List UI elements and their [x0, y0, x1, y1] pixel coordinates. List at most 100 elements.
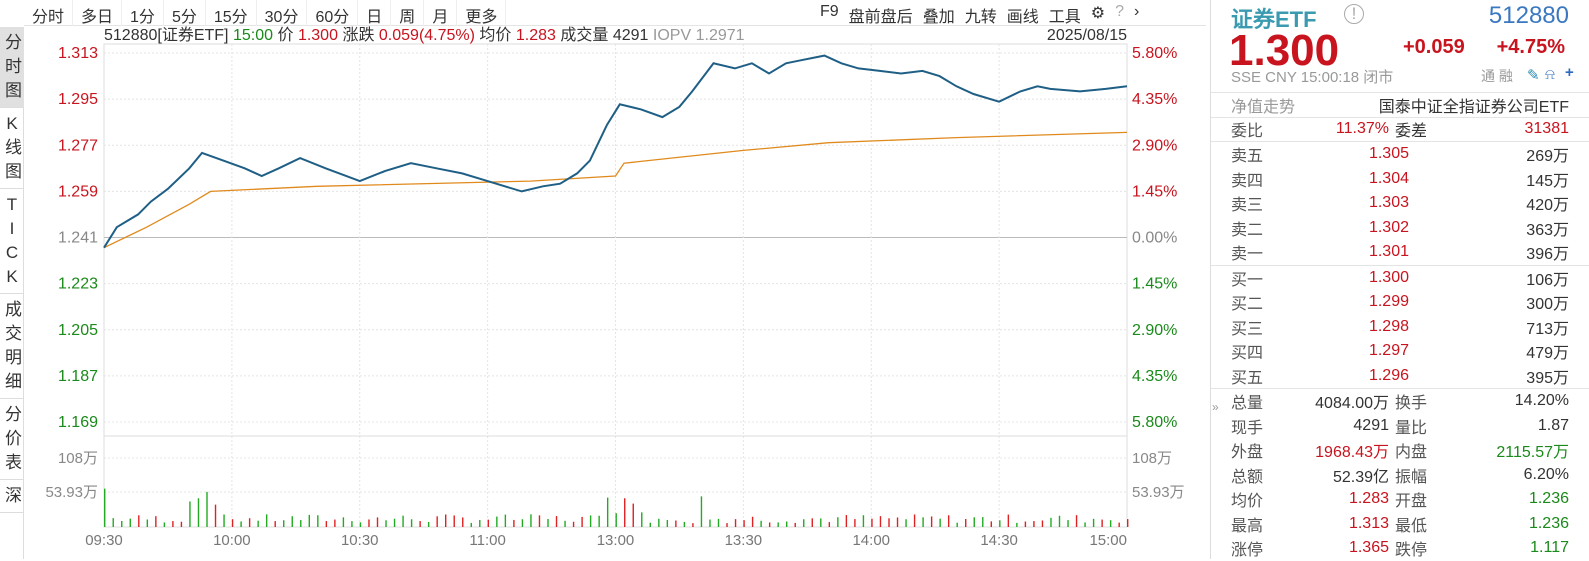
wb-label: 委比	[1231, 123, 1264, 141]
pct-tick: 1.45%	[1132, 183, 1177, 200]
tab-5[interactable]: 30分	[257, 0, 308, 26]
tool-3[interactable]: 九转	[964, 9, 997, 26]
level-volume: 269万	[1526, 148, 1569, 166]
book-row: 买五 1.296 395万	[1211, 364, 1589, 389]
stat-value: 1.365	[1348, 539, 1389, 557]
stat-value: 1.236	[1528, 490, 1569, 508]
help-icon[interactable]: ?	[1115, 3, 1124, 20]
tab-9[interactable]: 月	[424, 0, 458, 26]
tab-1[interactable]: 多日	[73, 0, 123, 26]
volume-bar	[947, 515, 950, 527]
volume-bar	[555, 516, 558, 527]
bell-icon[interactable]: ⍾	[1545, 66, 1555, 83]
level-volume: 396万	[1526, 246, 1569, 264]
stat-label: 内盘	[1395, 444, 1428, 462]
level-label: 买四	[1231, 345, 1264, 363]
side-tab-label: K线图	[5, 114, 22, 181]
side-tab-5[interactable]: 深	[0, 480, 24, 513]
volume-bar	[666, 519, 669, 527]
pct-tick: 5.80%	[1132, 414, 1177, 431]
tab-4[interactable]: 15分	[206, 0, 257, 26]
tab-3[interactable]: 5分	[164, 0, 206, 26]
pct-tick: 4.35%	[1132, 368, 1177, 385]
volume-bar	[1092, 518, 1095, 527]
tab-6[interactable]: 60分	[307, 0, 359, 26]
stat-label: 量比	[1395, 419, 1428, 437]
tool-5[interactable]: 工具	[1048, 9, 1081, 26]
tab-8[interactable]: 周	[391, 0, 425, 26]
volume-bar	[393, 518, 396, 527]
stat-row: 总量 4084.00万 换手 14.20%	[1211, 389, 1589, 414]
tool-2[interactable]: 叠加	[922, 9, 955, 26]
add-icon[interactable]: +	[1565, 64, 1574, 81]
wb: 11.37%	[1335, 120, 1389, 138]
volume-bar	[888, 518, 890, 527]
pct-tick: 4.35%	[1132, 91, 1177, 108]
order-ratio-row: 委比 11.37% 委差 31381	[1211, 116, 1589, 142]
tab-0[interactable]: 分时	[24, 0, 74, 26]
wc: 31381	[1524, 120, 1570, 138]
stat-label: 换手	[1395, 395, 1428, 413]
volume-bar	[828, 522, 831, 527]
side-tab-3[interactable]: 成交明细	[0, 294, 24, 399]
stat-row: 外盘 1968.43万 内盘 2115.57万	[1211, 438, 1589, 463]
stat-label: 开盘	[1395, 493, 1428, 511]
edit-icon[interactable]: ✎	[1527, 67, 1540, 84]
stat-value: 2115.57万	[1496, 444, 1569, 462]
y-tick: 1.277	[58, 137, 98, 154]
tab-7[interactable]: 日	[358, 0, 392, 26]
market-meta: SSE CNY 15:00:18 闭市	[1231, 69, 1394, 86]
intraday-chart[interactable]: 1.313 5.80% 1.295 4.35% 1.277 2.90% 1.259 1.45%…	[0, 0, 1210, 559]
side-tab-1[interactable]: K线图	[0, 108, 24, 189]
level-price: 1.297	[1368, 342, 1409, 360]
volume-bar	[871, 518, 873, 527]
pct-tick: 0.00%	[1132, 230, 1177, 247]
volume-bar	[453, 515, 455, 527]
side-tab-0[interactable]: 分时图	[0, 27, 24, 108]
chevron-right-icon[interactable]: ›	[1134, 3, 1140, 20]
volume-bar	[632, 503, 634, 527]
tab-10[interactable]: 更多	[457, 0, 507, 26]
level-price: 1.300	[1368, 268, 1409, 286]
book-row: 买四 1.297 479万	[1211, 339, 1589, 364]
level-volume: 300万	[1526, 296, 1569, 314]
stat-value: 1.283	[1348, 490, 1389, 508]
volume-bar	[257, 520, 259, 527]
tool-4[interactable]: 画线	[1006, 9, 1039, 26]
info-icon[interactable]: !	[1344, 4, 1364, 24]
volume-bar	[820, 518, 822, 527]
y-tick: 1.241	[58, 230, 98, 247]
settings-icon[interactable]: ⚙	[1090, 5, 1106, 22]
volume-bar	[385, 520, 387, 527]
price-line	[103, 54, 1128, 249]
level-label: 卖四	[1231, 172, 1264, 190]
volume-bar	[999, 520, 1001, 527]
volume-bar	[760, 520, 762, 527]
pct-tick: 2.90%	[1132, 322, 1177, 339]
volume-bar	[402, 515, 404, 527]
side-tab-4[interactable]: 分价表	[0, 399, 24, 480]
volume-bar	[751, 516, 754, 527]
volume-bar	[598, 515, 600, 527]
volume-bar	[462, 517, 464, 527]
side-tab-label: TICK	[5, 195, 19, 286]
iopv: 1.2971	[695, 27, 745, 44]
volume-bar	[930, 516, 933, 527]
tab-2[interactable]: 1分	[122, 0, 164, 26]
stat-label: 最高	[1231, 517, 1264, 535]
price: 1.300	[297, 27, 338, 44]
volume-bar	[521, 519, 524, 527]
collapse-icon[interactable]: »	[1212, 400, 1219, 414]
stat-value: 1.87	[1537, 416, 1569, 434]
stat-value: 1968.43万	[1315, 444, 1389, 462]
tool-0[interactable]: F9	[820, 3, 839, 20]
tool-1[interactable]: 盘前盘后	[848, 9, 913, 26]
volume-bar	[223, 514, 225, 527]
vol-tick: 53.93万	[45, 484, 98, 501]
volume-bar	[547, 518, 549, 527]
volume-bar	[1075, 515, 1078, 527]
level-label: 买一	[1231, 271, 1264, 289]
nav-row[interactable]: 净值走势 国泰中证全指证券公司ETF	[1211, 92, 1589, 117]
side-tab-2[interactable]: TICK	[0, 189, 24, 294]
stat-label: 涨停	[1231, 542, 1264, 560]
